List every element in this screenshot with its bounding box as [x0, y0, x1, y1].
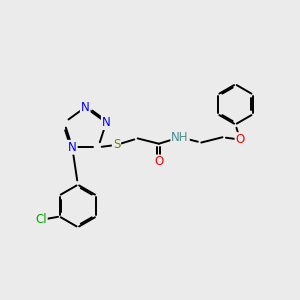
Text: O: O: [236, 133, 245, 146]
Text: N: N: [68, 141, 76, 154]
Text: Cl: Cl: [35, 213, 47, 226]
Text: S: S: [113, 138, 120, 152]
Text: NH: NH: [171, 131, 189, 144]
Text: N: N: [81, 101, 90, 114]
Text: O: O: [154, 155, 164, 169]
Text: N: N: [102, 116, 111, 129]
